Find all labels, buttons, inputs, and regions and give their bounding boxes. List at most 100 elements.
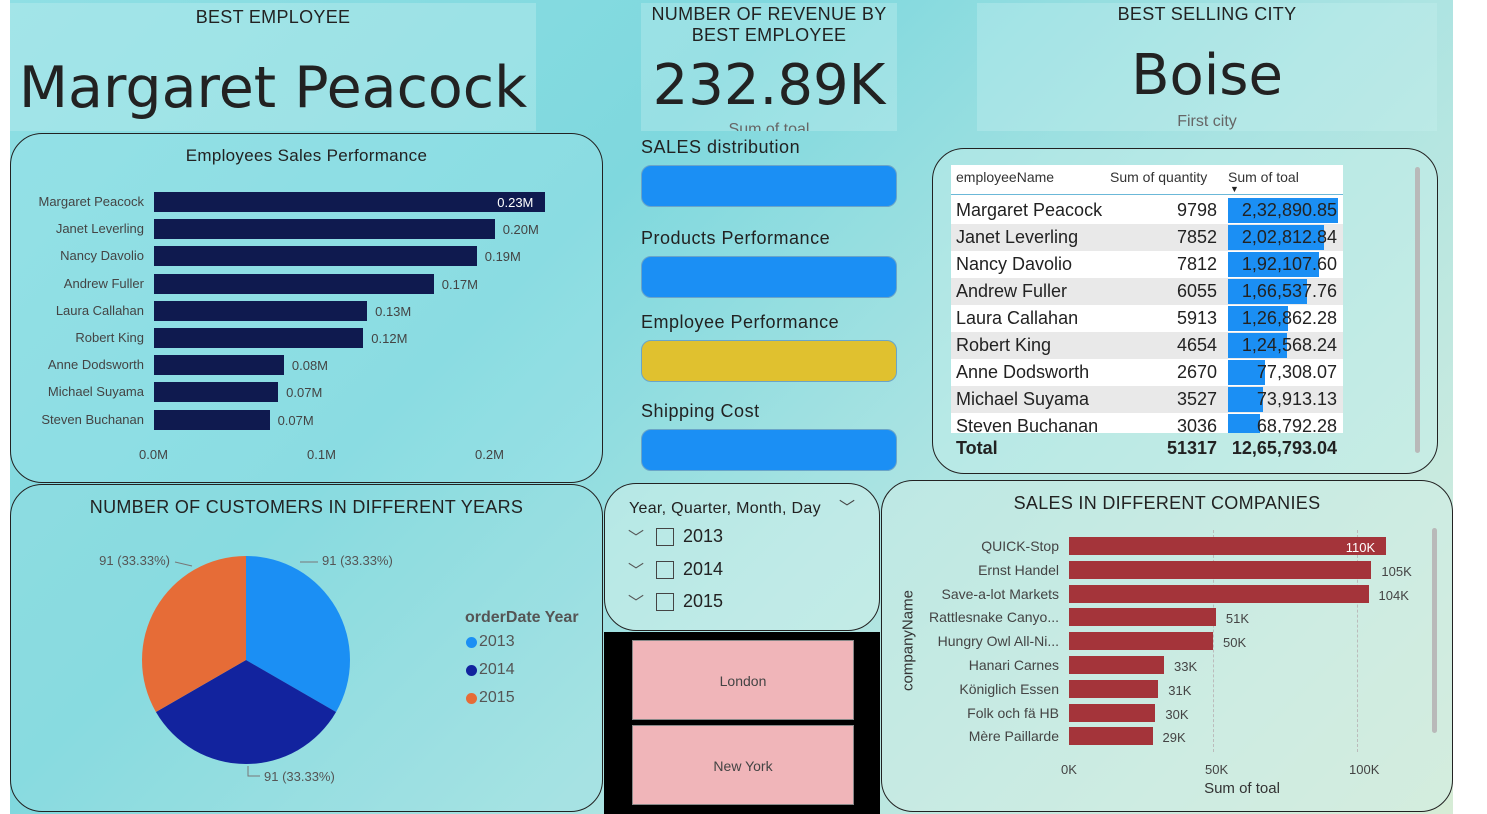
- table-row[interactable]: Anne Dodsworth 2670 77,308.07: [951, 359, 1343, 386]
- company-bar[interactable]: [1069, 584, 1369, 603]
- slicer-item-label: 2015: [683, 591, 724, 611]
- table-cell-qty: 3527: [1176, 389, 1217, 409]
- best-city-title: BEST SELLING CITY: [1117, 4, 1297, 24]
- company-bar-value: 51K: [1225, 611, 1250, 627]
- revenue-value: 232.89K: [652, 53, 886, 118]
- company-bar-label: Folk och fä HB: [967, 704, 1059, 721]
- employee-x-tick: 0.0M: [139, 447, 168, 462]
- company-bar[interactable]: [1069, 679, 1159, 698]
- slicer-item-label: 2014: [683, 558, 724, 579]
- employee-bar-label: Margaret Peacock: [38, 194, 145, 209]
- pie-data-label: 91 (33.33%): [99, 553, 170, 568]
- table-row[interactable]: Robert King 4654 1,24,568.24: [951, 332, 1343, 359]
- employee-bar[interactable]: [154, 192, 546, 212]
- employee-bar[interactable]: [154, 273, 434, 294]
- legend-item[interactable]: 2014: [479, 661, 515, 678]
- best-employee-value: Margaret Peacock: [18, 55, 528, 121]
- employee-bar-label: Michael Suyama: [47, 384, 144, 400]
- nav-button[interactable]: [641, 429, 897, 471]
- employee-bar-label: Robert King: [75, 330, 144, 345]
- table-cell-qty: 5913: [1176, 308, 1217, 328]
- employee-x-tick: 0.1M: [307, 447, 336, 462]
- company-bar[interactable]: [1069, 537, 1386, 555]
- pie-slice[interactable]: [142, 556, 246, 712]
- slicer-collapse-chevron-icon[interactable]: ﹀: [839, 500, 856, 517]
- company-bar-label: QUICK-Stop: [981, 538, 1059, 554]
- pie-slice[interactable]: [246, 556, 350, 712]
- companies-gridline: [1213, 530, 1214, 752]
- table-cell-name: Margaret Peacock: [956, 200, 1103, 220]
- company-bar[interactable]: [1069, 560, 1372, 579]
- table-cell-name: Steven Buchanan: [956, 416, 1099, 433]
- company-bar-label: Hanari Carnes: [968, 657, 1059, 673]
- best-employee-card: BEST EMPLOYEE Margaret Peacock: [10, 3, 536, 131]
- table-row[interactable]: Laura Callahan 5913 1,26,862.28: [951, 305, 1343, 332]
- table-cell-total: 2,32,890.85: [1241, 200, 1337, 220]
- table-row[interactable]: Steven Buchanan 3036 68,792.28: [951, 413, 1343, 433]
- employee-bar[interactable]: [154, 355, 284, 376]
- table-header-qty[interactable]: Sum of quantity: [1110, 169, 1208, 185]
- table-data-bar: [1228, 360, 1265, 385]
- company-bar-value: 29K: [1162, 730, 1186, 746]
- legend-item[interactable]: 2015: [479, 689, 515, 706]
- slicer-checkbox[interactable]: [656, 593, 674, 611]
- city-button[interactable]: New York: [632, 725, 854, 805]
- table-cell-name: Robert King: [956, 335, 1052, 355]
- table-row[interactable]: Andrew Fuller 6055 1,66,537.76: [951, 278, 1343, 305]
- employee-bar-value: 0.19M: [484, 249, 521, 265]
- table-scrollbar[interactable]: [1415, 167, 1420, 453]
- companies-gridline: [1357, 530, 1358, 752]
- slicer-checkbox[interactable]: [656, 560, 674, 579]
- slicer-expand-chevron-icon[interactable]: ﹀: [628, 595, 645, 612]
- legend-dot: [466, 665, 477, 676]
- revenue-sub: Sum of toal: [728, 121, 810, 131]
- table-header-name[interactable]: employeeName: [956, 169, 1055, 185]
- company-bar[interactable]: [1069, 727, 1153, 746]
- employee-bar[interactable]: [154, 409, 270, 430]
- slicer-expand-chevron-icon[interactable]: ﹀: [628, 562, 645, 580]
- table-cell-total: 1,24,568.24: [1241, 335, 1337, 355]
- employee-bar[interactable]: [154, 219, 495, 240]
- company-bar-value: 31K: [1168, 682, 1192, 698]
- legend-item[interactable]: 2013: [479, 633, 515, 650]
- table-header-total[interactable]: Sum of toal: [1228, 169, 1299, 185]
- slicer-checkbox[interactable]: [656, 528, 674, 546]
- table-total-label: Total: [956, 438, 998, 458]
- nav-button[interactable]: [641, 256, 897, 298]
- companies-scrollbar[interactable]: [1432, 528, 1437, 733]
- employee-bar[interactable]: [154, 328, 364, 348]
- companies-chart-title: SALES IN DIFFERENT COMPANIES: [1013, 493, 1321, 513]
- table-row[interactable]: Margaret Peacock 9798 2,32,890.85: [951, 197, 1343, 224]
- company-bar-label: Rattlesnake Canyo...: [929, 609, 1059, 626]
- company-bar-value: 30K: [1165, 706, 1189, 722]
- table-cell-qty: 7812: [1176, 254, 1217, 274]
- companies-x-axis-label: Sum of toal: [1204, 780, 1280, 797]
- slicer-expand-chevron-icon[interactable]: ﹀: [628, 530, 645, 547]
- company-bar[interactable]: [1069, 656, 1165, 674]
- employee-bar[interactable]: [154, 300, 368, 321]
- table-total-qty: 51317: [1166, 438, 1217, 458]
- revenue-title-line2: BEST EMPLOYEE: [691, 25, 847, 45]
- company-bar-label: Save-a-lot Markets: [941, 585, 1059, 602]
- employee-bar[interactable]: [154, 382, 279, 403]
- table-cell-total: 77,308.07: [1256, 362, 1337, 382]
- table-row[interactable]: Michael Suyama 3527 73,913.13: [951, 386, 1343, 413]
- table-cell-name: Janet Leverling: [956, 227, 1079, 247]
- nav-button[interactable]: [641, 165, 897, 207]
- nav-button[interactable]: [641, 340, 897, 382]
- company-bar[interactable]: [1069, 703, 1156, 722]
- table-cell-qty: 6055: [1176, 281, 1217, 301]
- city-button[interactable]: London: [632, 640, 854, 720]
- employee-bar-value: 0.12M: [371, 331, 408, 346]
- table-cell-name: Andrew Fuller: [956, 281, 1068, 301]
- employee-bar[interactable]: [154, 246, 477, 267]
- table-data-bar: [1228, 333, 1287, 358]
- company-bar[interactable]: [1069, 608, 1216, 627]
- table-row[interactable]: Nancy Davolio 7812 1,92,107.60: [951, 251, 1343, 278]
- table-cell-name: Michael Suyama: [956, 389, 1090, 409]
- table-cell-qty: 4654: [1176, 335, 1217, 355]
- pie-slice[interactable]: [155, 660, 337, 764]
- table-row[interactable]: Janet Leverling 7852 2,02,812.84: [951, 224, 1343, 251]
- company-bar[interactable]: [1069, 632, 1213, 651]
